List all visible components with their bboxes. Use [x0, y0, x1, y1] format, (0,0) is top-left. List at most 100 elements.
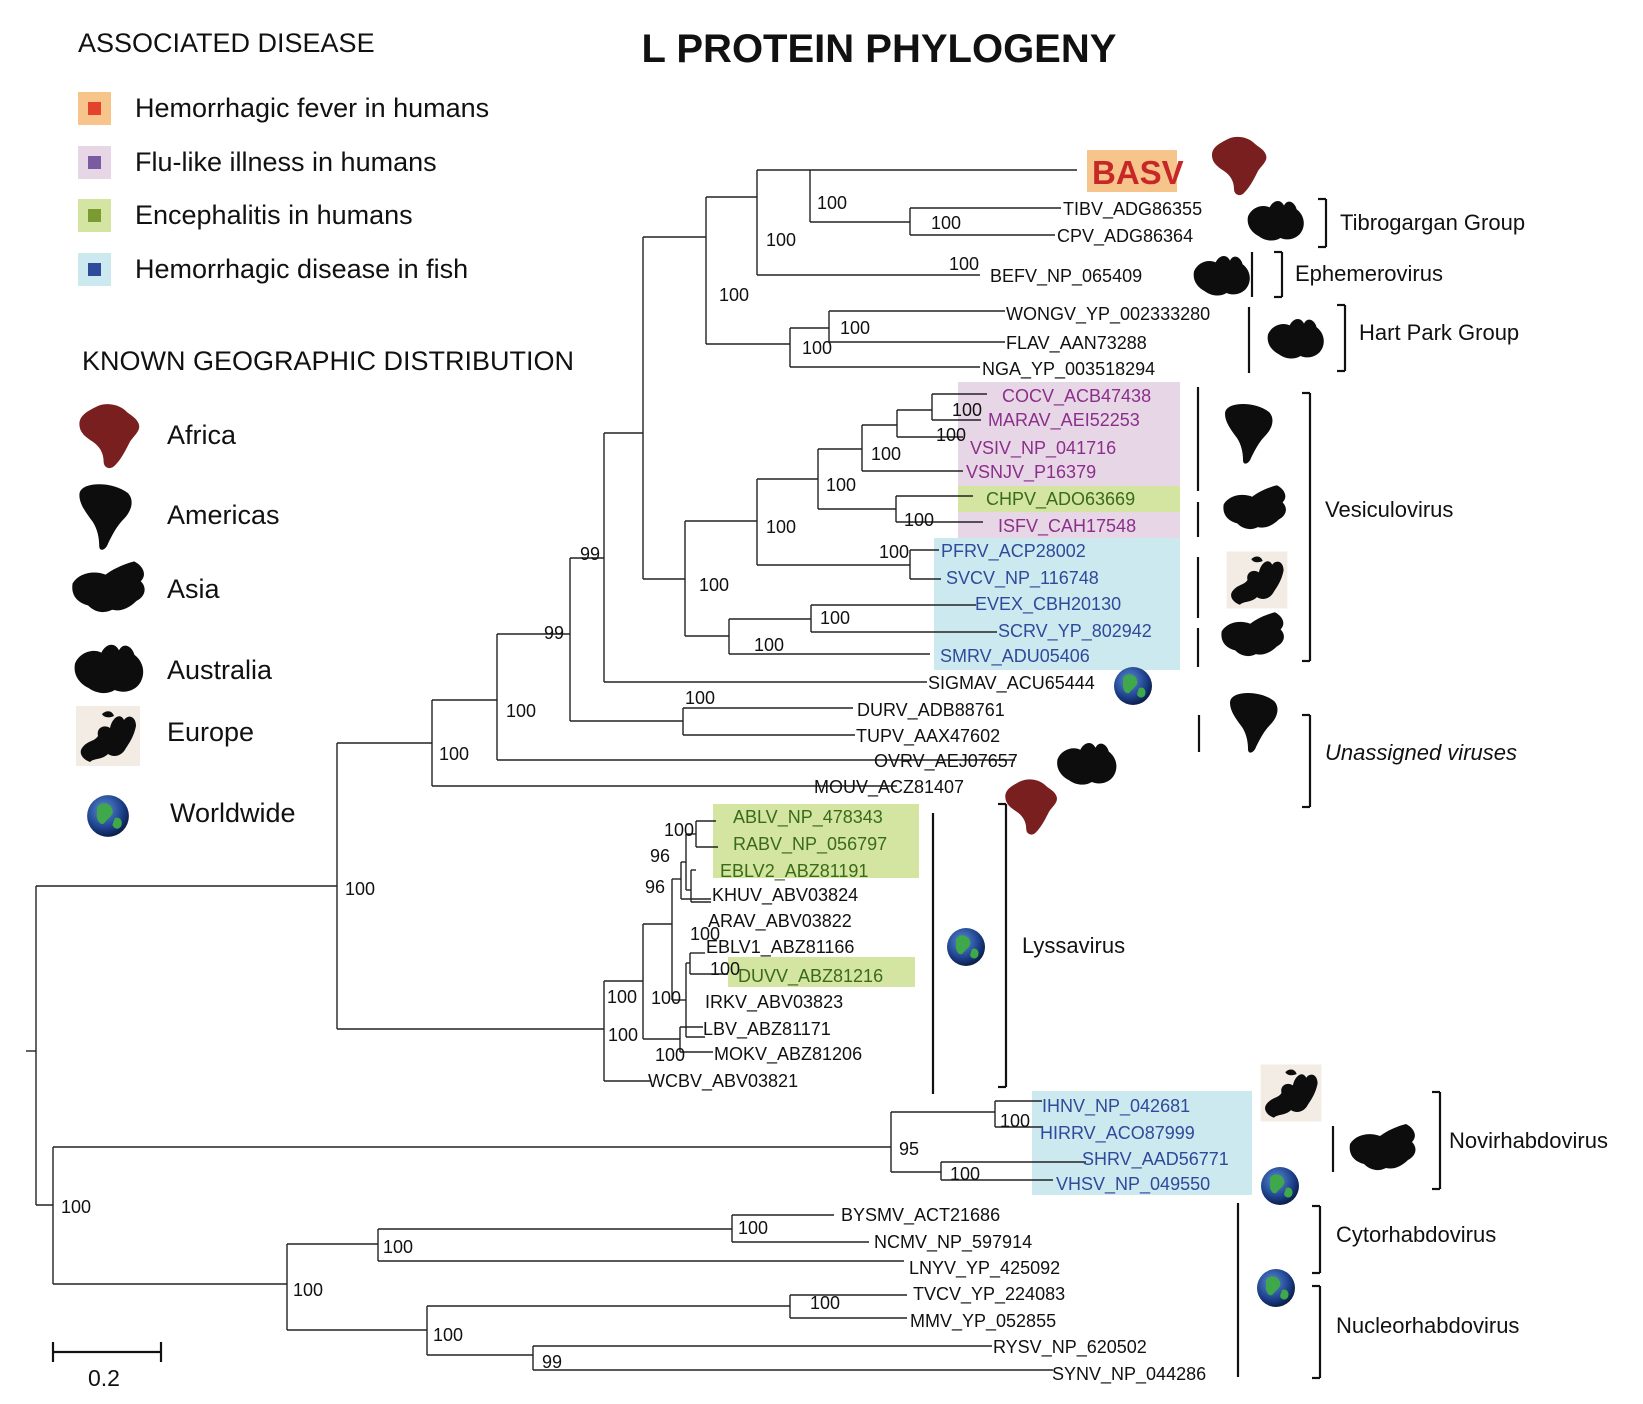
geo-legend-header: KNOWN GEOGRAPHIC DISTRIBUTION — [82, 346, 574, 376]
americas-silhouette-icon — [1225, 404, 1273, 464]
australia-silhouette-icon — [1193, 256, 1250, 296]
geo-legend-item: Asia — [72, 561, 221, 613]
group-bracket — [1312, 1204, 1322, 1275]
disease-highlight-box — [958, 486, 1180, 514]
asia-silhouette-icon — [1349, 1124, 1416, 1171]
taxon-label: SIGMAV_ACU65444 — [928, 673, 1095, 694]
australia-silhouette-icon — [1057, 742, 1117, 785]
geo-legend-label: Asia — [167, 574, 221, 604]
disease-swatch-dot — [88, 263, 101, 276]
bootstrap-value: 100 — [690, 924, 720, 944]
group-bracket — [1337, 303, 1347, 373]
group-label: Cytorhabdovirus — [1336, 1222, 1496, 1247]
bootstrap-value: 99 — [542, 1352, 562, 1372]
taxon-label: VSNJV_P16379 — [966, 462, 1096, 483]
bootstrap-value: 100 — [950, 1164, 980, 1184]
taxon-label: NCMV_NP_597914 — [874, 1232, 1032, 1253]
group-label: Novirhabdovirus — [1449, 1128, 1608, 1153]
bootstrap-value: 100 — [1000, 1111, 1030, 1131]
tree-branches — [26, 169, 1086, 1371]
bootstrap-value: 99 — [544, 623, 564, 643]
taxon-label: KHUV_ABV03824 — [712, 885, 858, 906]
taxon-label: ISFV_CAH17548 — [998, 516, 1136, 537]
taxon-label: EBLV2_ABZ81191 — [720, 861, 868, 882]
bootstrap-value: 100 — [685, 688, 715, 708]
taxon-label: EVEX_CBH20130 — [975, 594, 1121, 615]
scale-bar: 0.2 — [51, 1342, 163, 1391]
africa-silhouette-icon — [1005, 779, 1057, 835]
taxon-label: SYNV_NP_044286 — [1052, 1364, 1206, 1385]
taxon-label: SMRV_ADU05406 — [940, 646, 1090, 667]
group-label: Tibrogargan Group — [1340, 210, 1525, 235]
disease-legend-item: Flu-like illness in humans — [78, 146, 437, 179]
disease-legend-item: Encephalitis in humans — [78, 199, 413, 232]
bootstrap-value: 95 — [899, 1139, 919, 1159]
disease-highlight-box — [934, 538, 1180, 670]
geo-legend-item: Australia — [74, 644, 273, 694]
disease-legend-label: Hemorrhagic fever in humans — [135, 93, 489, 123]
group-label: Lyssavirus — [1022, 933, 1125, 958]
bootstrap-values: 100 100 100 100 100 100 100 100 100 100 100 100 100 1… — [61, 193, 1030, 1372]
taxon-label: TIBV_ADG86355 — [1063, 199, 1202, 220]
group-bracket — [1302, 713, 1312, 809]
group-label: Nucleorhabdovirus — [1336, 1313, 1519, 1338]
bootstrap-value: 100 — [719, 285, 749, 305]
europe-silhouette-icon — [1260, 1064, 1322, 1122]
group-labels: Tibrogargan Group Ephemerovirus Hart Park … — [1022, 210, 1608, 1338]
taxon-label: ARAV_ABV03822 — [708, 911, 852, 932]
figure-title: L PROTEIN PHYLOGENY — [642, 27, 1117, 71]
australia-silhouette-icon — [74, 644, 144, 694]
taxon-label: CPV_ADG86364 — [1057, 226, 1193, 247]
taxon-label: MMV_YP_052855 — [910, 1311, 1056, 1332]
taxon-label: DUVV_ABZ81216 — [738, 966, 883, 987]
bootstrap-value: 100 — [802, 338, 832, 358]
geo-legend-item: Americas — [79, 484, 280, 550]
disease-highlight-box — [1032, 1091, 1252, 1195]
disease-legend: Hemorrhagic fever in humans Flu-like illn… — [78, 92, 489, 286]
group-brackets — [931, 197, 1442, 1380]
bootstrap-value: 100 — [879, 542, 909, 562]
taxon-label: SVCV_NP_116748 — [946, 568, 1099, 589]
disease-swatch-dot — [88, 209, 101, 222]
taxon-label: WCBV_ABV03821 — [648, 1071, 798, 1092]
taxon-label: VHSV_NP_049550 — [1056, 1174, 1210, 1195]
bootstrap-value: 100 — [607, 987, 637, 1007]
taxon-label: OVRV_AEJ07657 — [874, 751, 1018, 772]
bootstrap-value: 100 — [820, 608, 850, 628]
taxon-label: SHRV_AAD56771 — [1082, 1149, 1229, 1170]
scale-bar-label: 0.2 — [88, 1365, 120, 1391]
disease-legend-label: Flu-like illness in humans — [135, 147, 437, 177]
disease-highlight-box — [713, 804, 919, 878]
group-label: Vesiculovirus — [1325, 497, 1453, 522]
disease-swatch-dot — [88, 156, 101, 169]
taxon-label: RYSV_NP_620502 — [993, 1337, 1147, 1358]
taxon-label: IRKV_ABV03823 — [705, 992, 843, 1013]
taxon-label: TVCV_YP_224083 — [913, 1284, 1065, 1305]
asia-silhouette-icon — [72, 561, 145, 613]
bootstrap-value: 100 — [664, 820, 694, 840]
globe-icon — [1114, 667, 1152, 705]
australia-silhouette-icon — [1267, 319, 1324, 359]
taxon-label: SCRV_YP_802942 — [998, 621, 1152, 642]
basv-label: BASV — [1092, 154, 1184, 191]
bootstrap-value: 100 — [655, 1045, 685, 1065]
geo-legend-item: Africa — [79, 404, 237, 469]
bootstrap-value: 100 — [345, 879, 375, 899]
geo-legend-item: Europe — [76, 706, 254, 766]
geo-legend-label: Worldwide — [170, 798, 296, 828]
taxon-label: COCV_ACB47438 — [1002, 386, 1151, 407]
bootstrap-value: 100 — [738, 1218, 768, 1238]
bootstrap-value: 100 — [61, 1197, 91, 1217]
disease-highlight-box — [728, 957, 915, 987]
taxon-label: VSIV_NP_041716 — [970, 438, 1116, 459]
disease-highlights — [713, 382, 1252, 1195]
asia-silhouette-icon — [1223, 485, 1286, 530]
taxon-label: RABV_NP_056797 — [733, 834, 887, 855]
group-bracket — [1302, 391, 1312, 663]
australia-silhouette-icon — [1247, 201, 1304, 241]
bootstrap-value: 100 — [840, 318, 870, 338]
disease-legend-label: Encephalitis in humans — [135, 200, 413, 230]
disease-highlight-box — [958, 512, 1180, 540]
